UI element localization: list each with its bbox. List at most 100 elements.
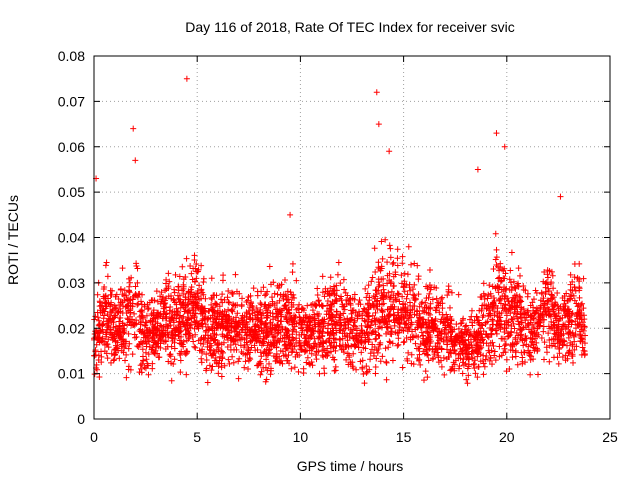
data-point: [432, 326, 439, 333]
data-point: [125, 330, 132, 337]
data-point: [133, 317, 140, 324]
data-point: [455, 355, 462, 362]
data-point: [398, 313, 405, 320]
y-tick-label: 0.05: [58, 184, 85, 200]
data-point: [341, 333, 348, 340]
data-point: [200, 275, 207, 282]
data-point: [425, 357, 432, 364]
data-point: [544, 297, 551, 304]
data-point: [453, 332, 460, 339]
data-point: [209, 352, 216, 359]
data-point: [157, 300, 164, 307]
data-point: [535, 316, 542, 323]
data-point: [274, 291, 281, 298]
data-point: [351, 291, 358, 298]
data-point: [330, 344, 337, 351]
data-point: [370, 293, 377, 300]
data-point: [225, 356, 232, 363]
data-point: [166, 278, 173, 285]
data-point: [415, 273, 422, 280]
data-point: [203, 356, 210, 363]
data-point: [176, 319, 183, 326]
data-point: [107, 315, 114, 322]
data-point: [113, 291, 120, 298]
data-point: [350, 350, 357, 357]
data-point: [126, 313, 133, 320]
data-point: [291, 312, 298, 319]
data-point: [372, 269, 379, 276]
data-point: [435, 352, 442, 359]
data-point: [175, 327, 182, 334]
data-point: [412, 326, 419, 333]
data-point: [446, 304, 453, 311]
data-point: [405, 349, 412, 356]
data-point: [345, 361, 352, 368]
data-point: [238, 315, 245, 322]
data-point: [219, 277, 226, 284]
data-point: [447, 320, 454, 327]
data-point: [362, 318, 369, 325]
data-point: [265, 350, 272, 357]
data-point: [372, 329, 379, 336]
data-point: [491, 352, 498, 359]
data-point: [171, 297, 178, 304]
data-point: [183, 75, 190, 82]
data-point: [380, 293, 387, 300]
data-point: [206, 362, 213, 369]
data-point: [394, 342, 401, 349]
data-point: [576, 294, 583, 301]
data-point: [320, 353, 327, 360]
data-point: [478, 305, 485, 312]
data-point: [230, 359, 237, 366]
data-point: [530, 296, 537, 303]
data-point: [172, 271, 179, 278]
data-point: [474, 353, 481, 360]
data-point: [370, 349, 377, 356]
data-point: [548, 336, 555, 343]
data-point: [517, 325, 524, 332]
grid: [94, 56, 610, 419]
data-point: [533, 307, 540, 314]
data-point: [338, 346, 345, 353]
data-point: [353, 330, 360, 337]
data-point: [386, 277, 393, 284]
data-point: [493, 330, 500, 337]
data-point: [229, 290, 236, 297]
data-point: [258, 353, 265, 360]
data-point: [496, 314, 503, 321]
data-point: [192, 278, 199, 285]
data-point: [165, 334, 172, 341]
data-point: [498, 310, 505, 317]
data-point: [109, 331, 116, 338]
data-point: [199, 346, 206, 353]
data-point: [202, 332, 209, 339]
data-point: [332, 336, 339, 343]
data-point: [288, 365, 295, 372]
data-point: [145, 371, 152, 378]
data-point: [280, 305, 287, 312]
data-point: [138, 369, 145, 376]
data-point: [489, 305, 496, 312]
data-point: [438, 296, 445, 303]
data-point: [243, 309, 250, 316]
data-point: [288, 291, 295, 298]
data-point: [541, 300, 548, 307]
data-point: [293, 335, 300, 342]
data-point: [502, 308, 509, 315]
data-point: [487, 312, 494, 319]
data-point: [286, 360, 293, 367]
data-point: [445, 283, 452, 290]
data-point: [469, 354, 476, 361]
data-point: [195, 337, 202, 344]
data-point: [217, 353, 224, 360]
data-point: [560, 341, 567, 348]
data-point: [264, 367, 271, 374]
data-point: [108, 350, 115, 357]
data-point: [233, 346, 240, 353]
data-point: [369, 302, 376, 309]
data-point: [336, 327, 343, 334]
data-point: [417, 341, 424, 348]
data-point: [514, 338, 521, 345]
data-point: [420, 320, 427, 327]
data-point: [264, 288, 271, 295]
